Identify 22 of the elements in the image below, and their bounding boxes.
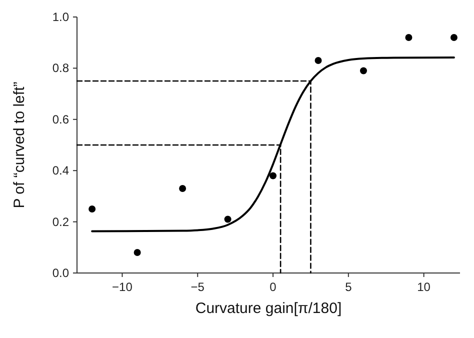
- y-tick-label: 0.6: [52, 112, 70, 126]
- y-tick-label: 0.4: [52, 164, 70, 178]
- y-tick-label: 1.0: [52, 10, 70, 24]
- point: [405, 34, 412, 41]
- point: [179, 185, 186, 192]
- point: [360, 67, 367, 74]
- y-axis-title: P of “curved to left”: [11, 82, 28, 208]
- y-tick-label: 0.8: [52, 61, 70, 76]
- y-tick-label: 0.0: [52, 266, 70, 280]
- x-tick-label: −10: [112, 280, 133, 294]
- x-tick-label: −5: [190, 280, 205, 294]
- x-tick-label: 5: [345, 280, 352, 294]
- point: [270, 172, 277, 180]
- point: [224, 216, 232, 223]
- point: [134, 249, 141, 256]
- point: [88, 206, 96, 212]
- point: [314, 57, 322, 64]
- x-tick-label: 10: [417, 280, 431, 294]
- x-tick-label: 0: [270, 280, 277, 294]
- x-axis-title: Curvature gain[π/180]: [195, 300, 342, 317]
- point: [450, 34, 458, 41]
- y-tick-label: 0.2: [52, 214, 70, 229]
